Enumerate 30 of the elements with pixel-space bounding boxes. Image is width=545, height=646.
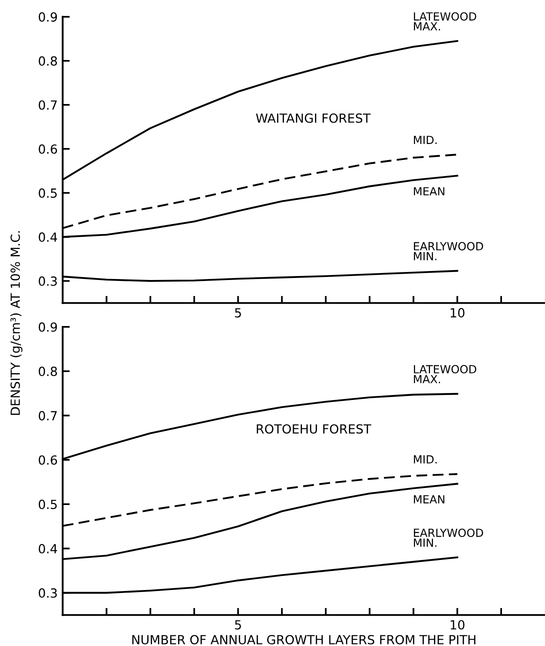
y-tick-label: 0.4 xyxy=(38,232,58,242)
y-tick-label: 0.7 xyxy=(38,411,57,420)
x-axis-title: NUMBER OF ANNUAL GROWTH LAYERS FROM THE PITH xyxy=(132,634,476,644)
y-tick-label: 0.8 xyxy=(38,366,57,376)
text: WAITANGI FOREST xyxy=(256,113,371,123)
series-label: EARLYWOOD MIN. xyxy=(414,242,484,260)
series-label: MID. xyxy=(414,136,437,144)
y-tick-label: 0.7 xyxy=(38,100,57,110)
y-tick-label: 0.3 xyxy=(38,276,57,286)
y-tick-label: 0.9 xyxy=(38,12,57,22)
text: ROTOEHU FOREST xyxy=(256,424,372,434)
y-tick-label: 0.5 xyxy=(38,188,57,198)
x-tick-label: 10 xyxy=(450,308,464,318)
series-label: LATEWOOD MAX. xyxy=(414,365,476,384)
series-label: MID. xyxy=(414,455,437,464)
series-label: EARLYWOOD MIN. xyxy=(414,528,484,547)
y-tick-label: 0.9 xyxy=(38,322,57,332)
y-tick-label: 0.8 xyxy=(38,56,57,66)
x-tick-label: 10 xyxy=(450,620,464,630)
series-label: LATEWOOD MAX. xyxy=(414,12,476,30)
y-tick-label: 0.4 xyxy=(38,544,58,554)
y-tick-label: 0.3 xyxy=(38,588,57,598)
series-label: MEAN xyxy=(414,187,444,196)
series-label: MEAN xyxy=(414,495,444,504)
y-tick-label: 0.6 xyxy=(38,455,58,465)
y-tick-label: 0.5 xyxy=(38,500,57,510)
x-tick-label: 5 xyxy=(235,620,241,630)
x-tick-label: 5 xyxy=(235,308,241,318)
y-tick-label: 0.6 xyxy=(38,144,58,154)
y-axis-title: DENSITY (g/cm³) AT 10% M.C. xyxy=(10,231,22,415)
